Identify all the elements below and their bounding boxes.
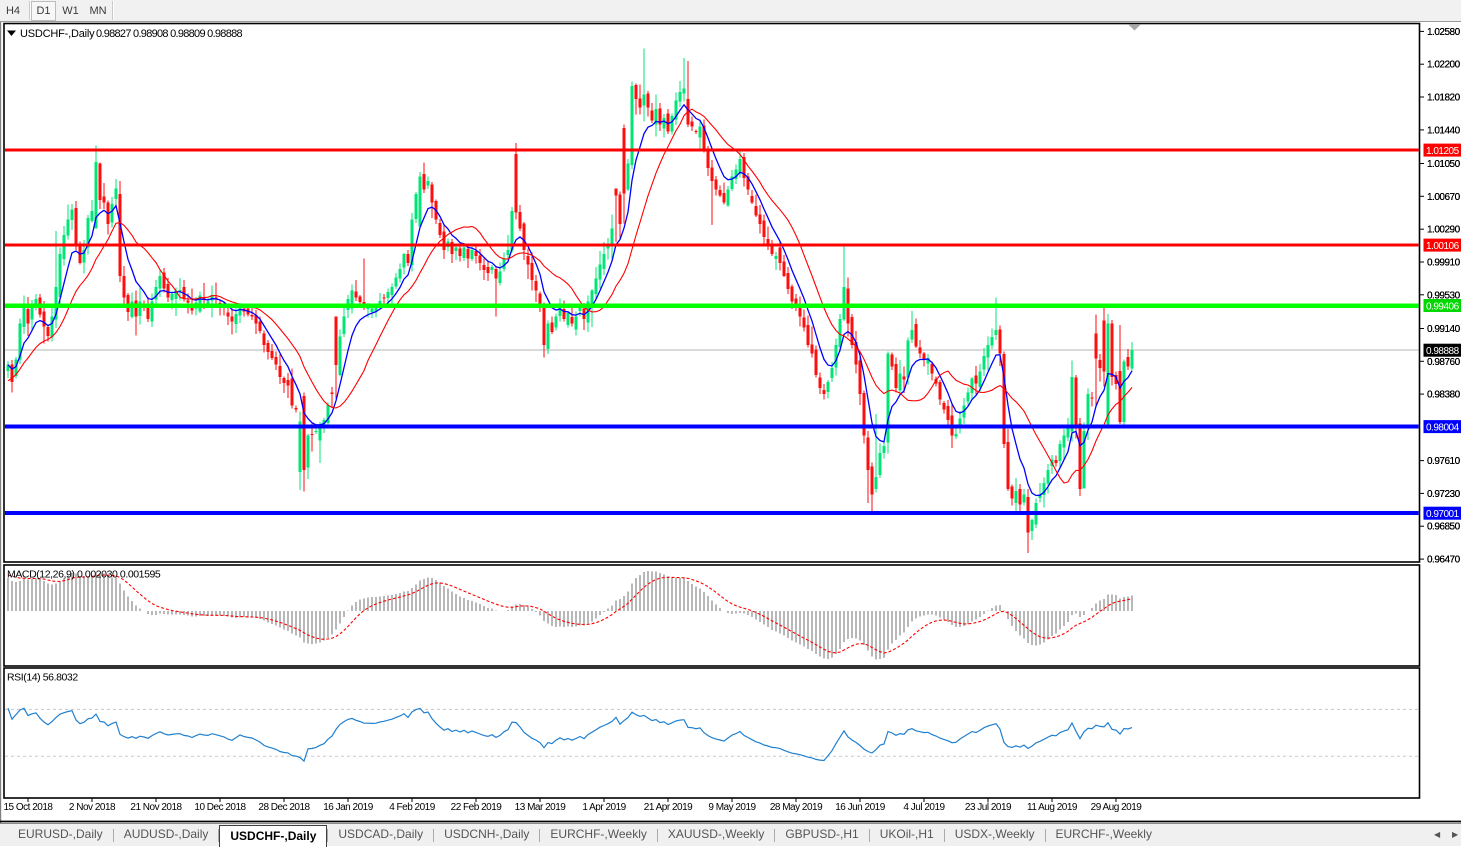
svg-text:4 Feb 2019: 4 Feb 2019: [389, 802, 436, 813]
svg-text:1.01050: 1.01050: [1427, 159, 1461, 170]
svg-text:1.00290: 1.00290: [1427, 225, 1461, 236]
svg-text:1.02200: 1.02200: [1427, 60, 1461, 71]
svg-text:0.97610: 0.97610: [1427, 456, 1461, 467]
svg-text:0.98004: 0.98004: [1426, 422, 1460, 433]
svg-text:2 Nov 2018: 2 Nov 2018: [69, 802, 116, 813]
svg-text:0.98888: 0.98888: [1426, 346, 1460, 357]
svg-text:0.98827 0.98908 0.98809 0.9888: 0.98827 0.98908 0.98809 0.98888: [96, 28, 243, 40]
svg-text:0.99530: 0.99530: [1427, 290, 1461, 301]
svg-text:28 Dec 2018: 28 Dec 2018: [258, 802, 310, 813]
svg-text:1 Apr 2019: 1 Apr 2019: [582, 802, 626, 813]
svg-text:9 May 2019: 9 May 2019: [708, 802, 756, 813]
svg-text:0.99910: 0.99910: [1427, 258, 1461, 269]
svg-text:23 Jul 2019: 23 Jul 2019: [965, 802, 1012, 813]
svg-text:16 Jun 2019: 16 Jun 2019: [835, 802, 885, 813]
svg-text:0.96850: 0.96850: [1427, 522, 1461, 533]
svg-text:0.96470: 0.96470: [1427, 555, 1461, 566]
svg-text:1.01440: 1.01440: [1427, 125, 1461, 136]
svg-text:15 Oct 2018: 15 Oct 2018: [4, 802, 54, 813]
svg-text:USDCHF-,Daily: USDCHF-,Daily: [20, 28, 95, 40]
svg-text:29 Aug 2019: 29 Aug 2019: [1091, 802, 1143, 813]
svg-text:10 Dec 2018: 10 Dec 2018: [194, 802, 246, 813]
svg-text:0.97001: 0.97001: [1426, 509, 1460, 520]
svg-text:11 Aug 2019: 11 Aug 2019: [1027, 802, 1078, 813]
svg-text:1.00106: 1.00106: [1426, 241, 1460, 252]
svg-text:28 May 2019: 28 May 2019: [770, 802, 823, 813]
svg-text:0.98760: 0.98760: [1427, 357, 1461, 368]
svg-text:0.99406: 0.99406: [1426, 301, 1460, 312]
svg-text:22 Feb 2019: 22 Feb 2019: [451, 802, 503, 813]
svg-text:0.97230: 0.97230: [1427, 489, 1461, 500]
svg-text:16 Jan 2019: 16 Jan 2019: [323, 802, 373, 813]
svg-text:1.01820: 1.01820: [1427, 93, 1461, 104]
svg-text:21 Nov 2018: 21 Nov 2018: [130, 802, 182, 813]
svg-text:1.02580: 1.02580: [1427, 27, 1461, 38]
svg-text:0.98380: 0.98380: [1427, 390, 1461, 401]
svg-text:21 Apr 2019: 21 Apr 2019: [644, 802, 693, 813]
svg-text:0.99140: 0.99140: [1427, 324, 1461, 335]
svg-text:1.01205: 1.01205: [1426, 146, 1460, 157]
svg-text:13 Mar 2019: 13 Mar 2019: [515, 802, 567, 813]
svg-text:RSI(14) 56.8032: RSI(14) 56.8032: [7, 672, 78, 684]
svg-text:MACD(12,26,9) 0.002030 0.00159: MACD(12,26,9) 0.002030 0.001595: [7, 569, 161, 581]
svg-text:1.00670: 1.00670: [1427, 192, 1461, 203]
svg-text:4 Jul 2019: 4 Jul 2019: [903, 802, 945, 813]
